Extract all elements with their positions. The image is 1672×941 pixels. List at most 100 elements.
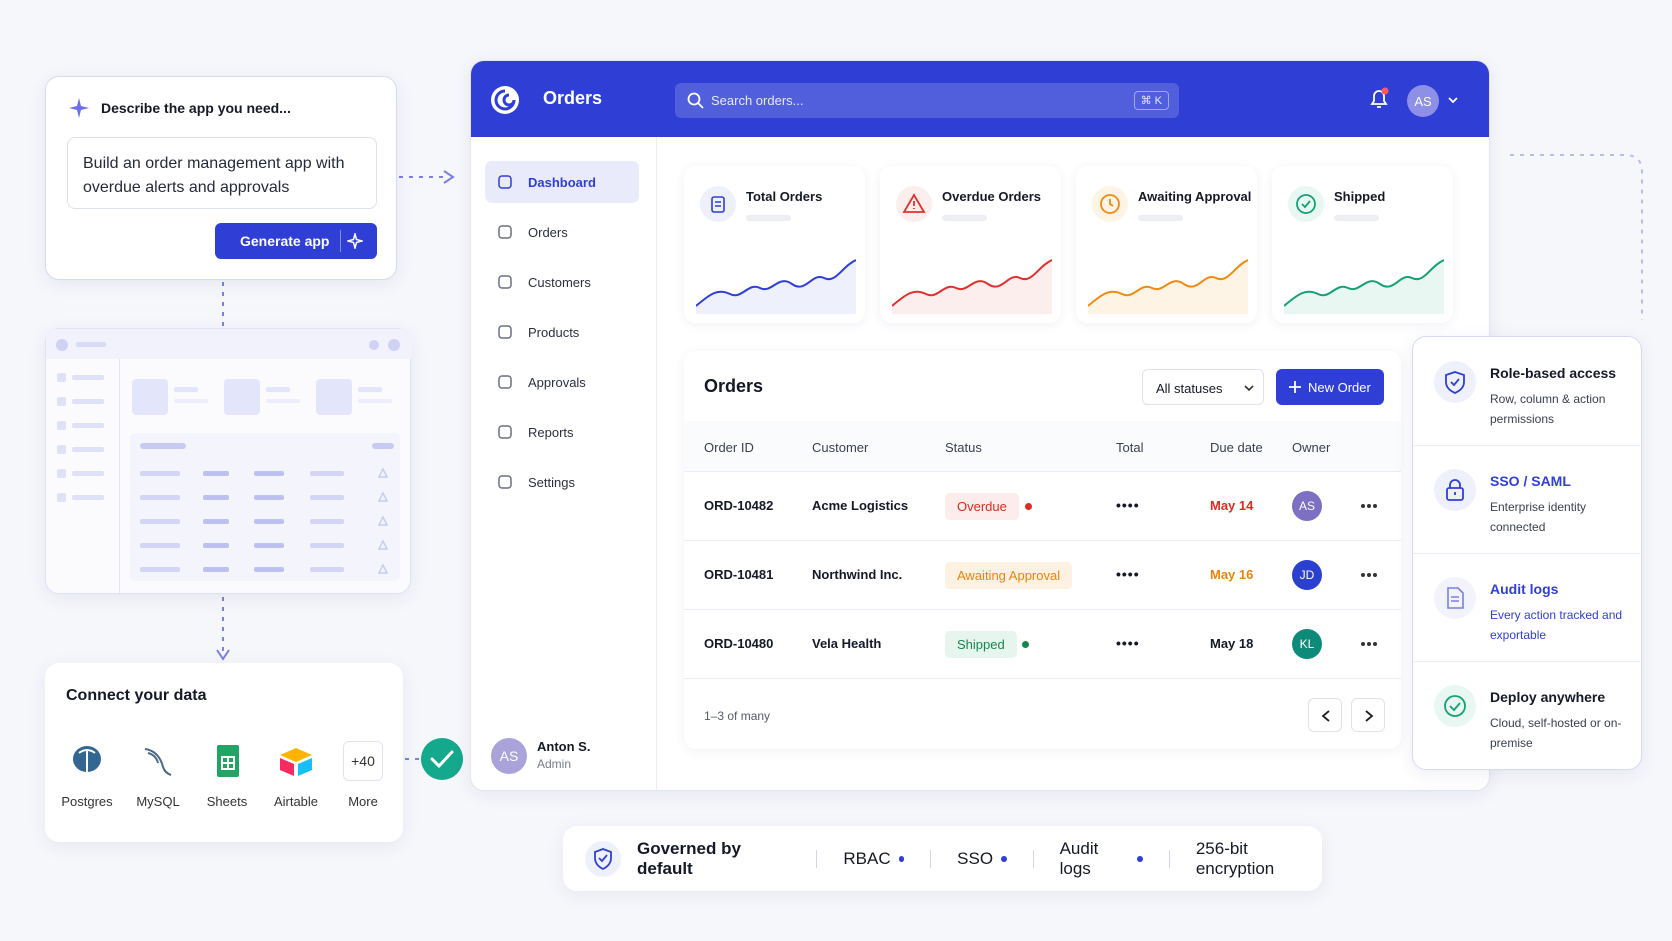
source-logo [280, 748, 312, 776]
icon-shape [132, 379, 168, 415]
footer-dot [898, 855, 905, 862]
sidebar: Dashboard Orders Customers Products Approval… [471, 137, 657, 790]
nav-item[interactable]: Settings [485, 461, 639, 503]
icon-shape [72, 495, 104, 500]
next-page[interactable] [1351, 698, 1385, 732]
footer-dot [1001, 855, 1007, 862]
row-divider [684, 540, 1401, 541]
footer-separator [816, 849, 818, 868]
icon-shape [1296, 194, 1316, 214]
nav-item[interactable]: Customers [485, 261, 639, 303]
new-order-button[interactable]: New Order [1276, 369, 1384, 405]
icon-shape [1381, 87, 1389, 95]
icon-shape [687, 92, 701, 106]
source-label[interactable]: Sheets [206, 794, 248, 809]
icon-shape [1449, 702, 1461, 712]
icon-shape [598, 853, 608, 862]
footer-item: RBAC [843, 848, 891, 868]
icon-shape [280, 748, 312, 762]
app-logo [491, 86, 519, 114]
column-header: Order ID [704, 440, 754, 455]
icon-shape [1373, 642, 1377, 646]
more-count[interactable]: +40 [343, 741, 383, 781]
status-pill: Shipped [945, 631, 1017, 658]
icon-shape [280, 758, 294, 776]
icon-shape [140, 443, 186, 449]
pagination-text: 1–3 of many [704, 709, 771, 723]
icon-shape [1448, 97, 1458, 104]
search-placeholder: Search orders... [711, 93, 804, 108]
shield-icon [594, 847, 612, 870]
feature-description: Cloud, self-hosted or on-premise [1490, 716, 1622, 750]
nav-label: Reports [528, 425, 574, 440]
wireframe-preview [46, 329, 412, 595]
icon-shape [498, 225, 512, 239]
feature-description: Enterprise identity connected [1490, 500, 1587, 534]
icon-shape [1301, 200, 1311, 209]
kpi-title: Awaiting Approval [1138, 189, 1252, 204]
icon-shape [298, 758, 312, 776]
app-window: Orders Search orders... ⌘ K AS Dashboard Orde… [470, 60, 1490, 791]
status-dot [1022, 641, 1029, 648]
icon-shape [57, 373, 66, 382]
app-header: Orders Search orders... ⌘ K AS [471, 61, 1489, 137]
icon-shape [358, 399, 392, 403]
icon-shape [72, 375, 104, 380]
icon-shape [1244, 385, 1254, 392]
icon-shape [310, 543, 344, 548]
nav-icon [498, 225, 512, 239]
filter-label: All statuses [1156, 381, 1223, 396]
prompt-text: Build an order management app with overd… [83, 155, 345, 196]
prompt-input[interactable]: Build an order management app with overd… [67, 137, 377, 209]
kpi-card: Shipped [1272, 166, 1453, 323]
user-name: Anton S. [537, 739, 591, 754]
icon-shape [78, 749, 96, 773]
icon-shape [254, 543, 284, 548]
nav-item[interactable]: Orders [485, 211, 639, 253]
icon-shape [203, 543, 229, 548]
source-label[interactable]: Airtable [273, 794, 319, 809]
source-label[interactable]: More [348, 794, 378, 809]
column-header: Owner [1292, 440, 1331, 455]
icon-shape [388, 339, 400, 351]
generate-button[interactable]: Generate app [215, 223, 377, 259]
status-dot [1025, 503, 1032, 510]
user-avatar[interactable]: AS [1407, 85, 1439, 117]
user-role: Admin [537, 757, 572, 771]
due-date: May 16 [1210, 567, 1254, 582]
source-label[interactable]: Postgres [61, 794, 113, 809]
source-logo [217, 745, 239, 777]
search-icon [687, 92, 704, 109]
source-label[interactable]: MySQL [136, 794, 180, 809]
icon-shape [310, 567, 344, 572]
icon-shape [1284, 260, 1444, 314]
icon-shape [377, 539, 389, 550]
orders-panel: Orders All statuses New Order Order ID Custo… [684, 351, 1401, 749]
icon-shape [1449, 479, 1461, 495]
prompt-title: Describe the app you need... [101, 100, 291, 116]
user-avatar: AS [491, 738, 527, 774]
prev-page[interactable] [1308, 698, 1342, 732]
nav-item[interactable]: Approvals [485, 361, 639, 403]
search-bar[interactable]: Search orders... ⌘ K [675, 83, 1179, 118]
app-title: Orders [543, 88, 603, 108]
icon-shape [76, 342, 106, 347]
feature-divider [1413, 553, 1640, 554]
nav-item[interactable]: Products [485, 311, 639, 353]
icon-shape [696, 259, 856, 307]
nav-item[interactable]: Dashboard [485, 161, 639, 203]
status-filter[interactable]: All statuses [1142, 369, 1264, 405]
icon-shape [377, 515, 389, 526]
shield-badge [585, 840, 621, 877]
nav-label: Settings [528, 475, 575, 490]
kpi-card: Total Orders [684, 166, 865, 323]
header-bg [684, 421, 1401, 472]
kpi-title: Total Orders [746, 189, 823, 204]
sparkline [1088, 259, 1248, 314]
nav-icon [498, 375, 512, 389]
icon-shape [1367, 642, 1371, 646]
nav-label: Products [528, 325, 580, 340]
icon-shape [254, 495, 284, 500]
icon-shape [498, 425, 512, 439]
nav-item[interactable]: Reports [485, 411, 639, 453]
